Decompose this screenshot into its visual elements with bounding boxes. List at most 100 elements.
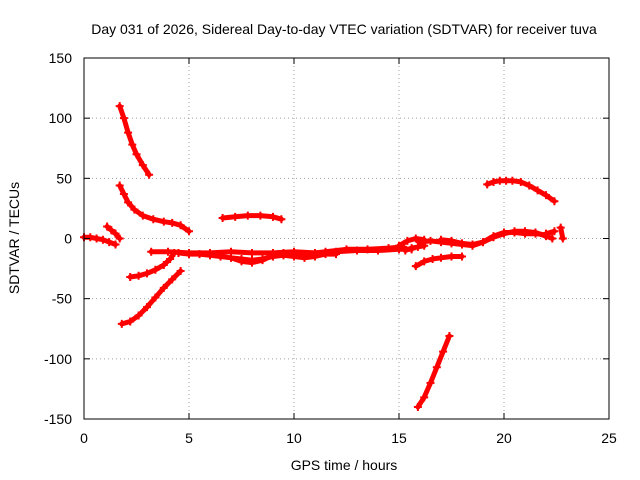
data-point [143,303,151,312]
y-tick-label: -100 [44,351,72,367]
series-arc-15 [411,252,466,271]
data-point [92,234,101,243]
y-tick-label: 50 [56,170,72,186]
series-arc-02 [103,222,124,243]
data-point [126,317,135,326]
data-point [342,245,351,254]
data-point [176,266,185,275]
data-point [166,254,175,263]
data-point [542,191,550,200]
data-point [403,236,412,245]
data-point [426,236,435,245]
data-point [300,250,309,259]
data-point [420,257,429,266]
data-point [159,283,168,292]
data-point [439,347,448,356]
data-point [138,161,147,170]
data-point [548,234,557,243]
data-point [510,227,519,236]
series-arc-18 [483,176,559,206]
data-point [447,236,456,245]
data-point [231,212,240,221]
data-point [277,215,286,224]
data-point [107,226,116,235]
data-point [115,234,124,243]
data-point [489,177,498,186]
data-point [124,198,133,207]
data-point [437,253,445,262]
data-point [542,229,550,238]
data-point [256,211,265,220]
data-point [269,251,277,260]
data-point [111,240,120,249]
data-point [489,233,498,242]
data-point [426,378,435,387]
data-point [218,214,227,223]
data-point [413,242,422,251]
data-point [508,176,517,185]
y-tick-label: -150 [44,411,72,427]
data-point [550,227,559,236]
data-point [151,293,160,302]
x-tick-label: 0 [80,430,88,446]
data-point [147,247,156,256]
data-point [164,247,172,256]
data-point [420,393,429,402]
axes: 0 5 10 15 20 25 -150 -100 -50 0 50 100 150 [44,50,617,446]
series-arc-05 [117,266,185,328]
data-point [483,180,492,189]
data-point [479,238,487,247]
data-point [134,271,143,280]
data-point [395,241,403,250]
data-point [558,234,567,243]
series-arc-10 [218,211,286,224]
data-point [159,217,168,226]
series-line [117,183,192,234]
data-point [432,363,441,372]
data-point [176,221,185,230]
data-point [185,250,193,259]
data-point [468,240,477,249]
data-point [134,311,143,320]
x-tick-label: 10 [286,430,302,446]
data-point [428,254,437,263]
data-point [86,233,95,242]
data-point [445,331,454,340]
data-point [168,275,177,284]
data-point [115,181,124,190]
data-point [363,245,372,254]
series-arc-04 [115,181,193,236]
data-point [143,269,151,278]
data-point [447,252,456,261]
x-tick-label: 5 [185,430,193,446]
data-point [151,265,160,274]
data-point [531,228,540,237]
data-point [227,253,235,262]
y-tick-label: 150 [49,50,73,66]
y-axis-label: SDTVAR / TECUs [6,182,22,294]
series-line [119,268,184,327]
data-point [149,215,158,224]
data-point [159,260,168,269]
data-point [130,205,139,214]
data-point [119,114,128,123]
data-point [216,252,225,261]
data-point [413,402,422,411]
data-point [237,257,246,266]
data-point [550,197,559,206]
y-tick-label: -50 [52,291,72,307]
data-point [105,238,114,247]
y-tick-label: 0 [64,231,72,247]
data-point [248,258,256,267]
series-arc-03 [115,102,154,179]
data-point [258,256,267,265]
data-point [145,170,154,179]
x-tick-label: 15 [391,430,407,446]
series-arc-14 [413,331,454,411]
series-arc-01 [80,233,120,249]
series-arc-17 [437,227,557,249]
data-point [321,247,330,256]
data-point [556,223,565,232]
data-point [525,181,534,190]
